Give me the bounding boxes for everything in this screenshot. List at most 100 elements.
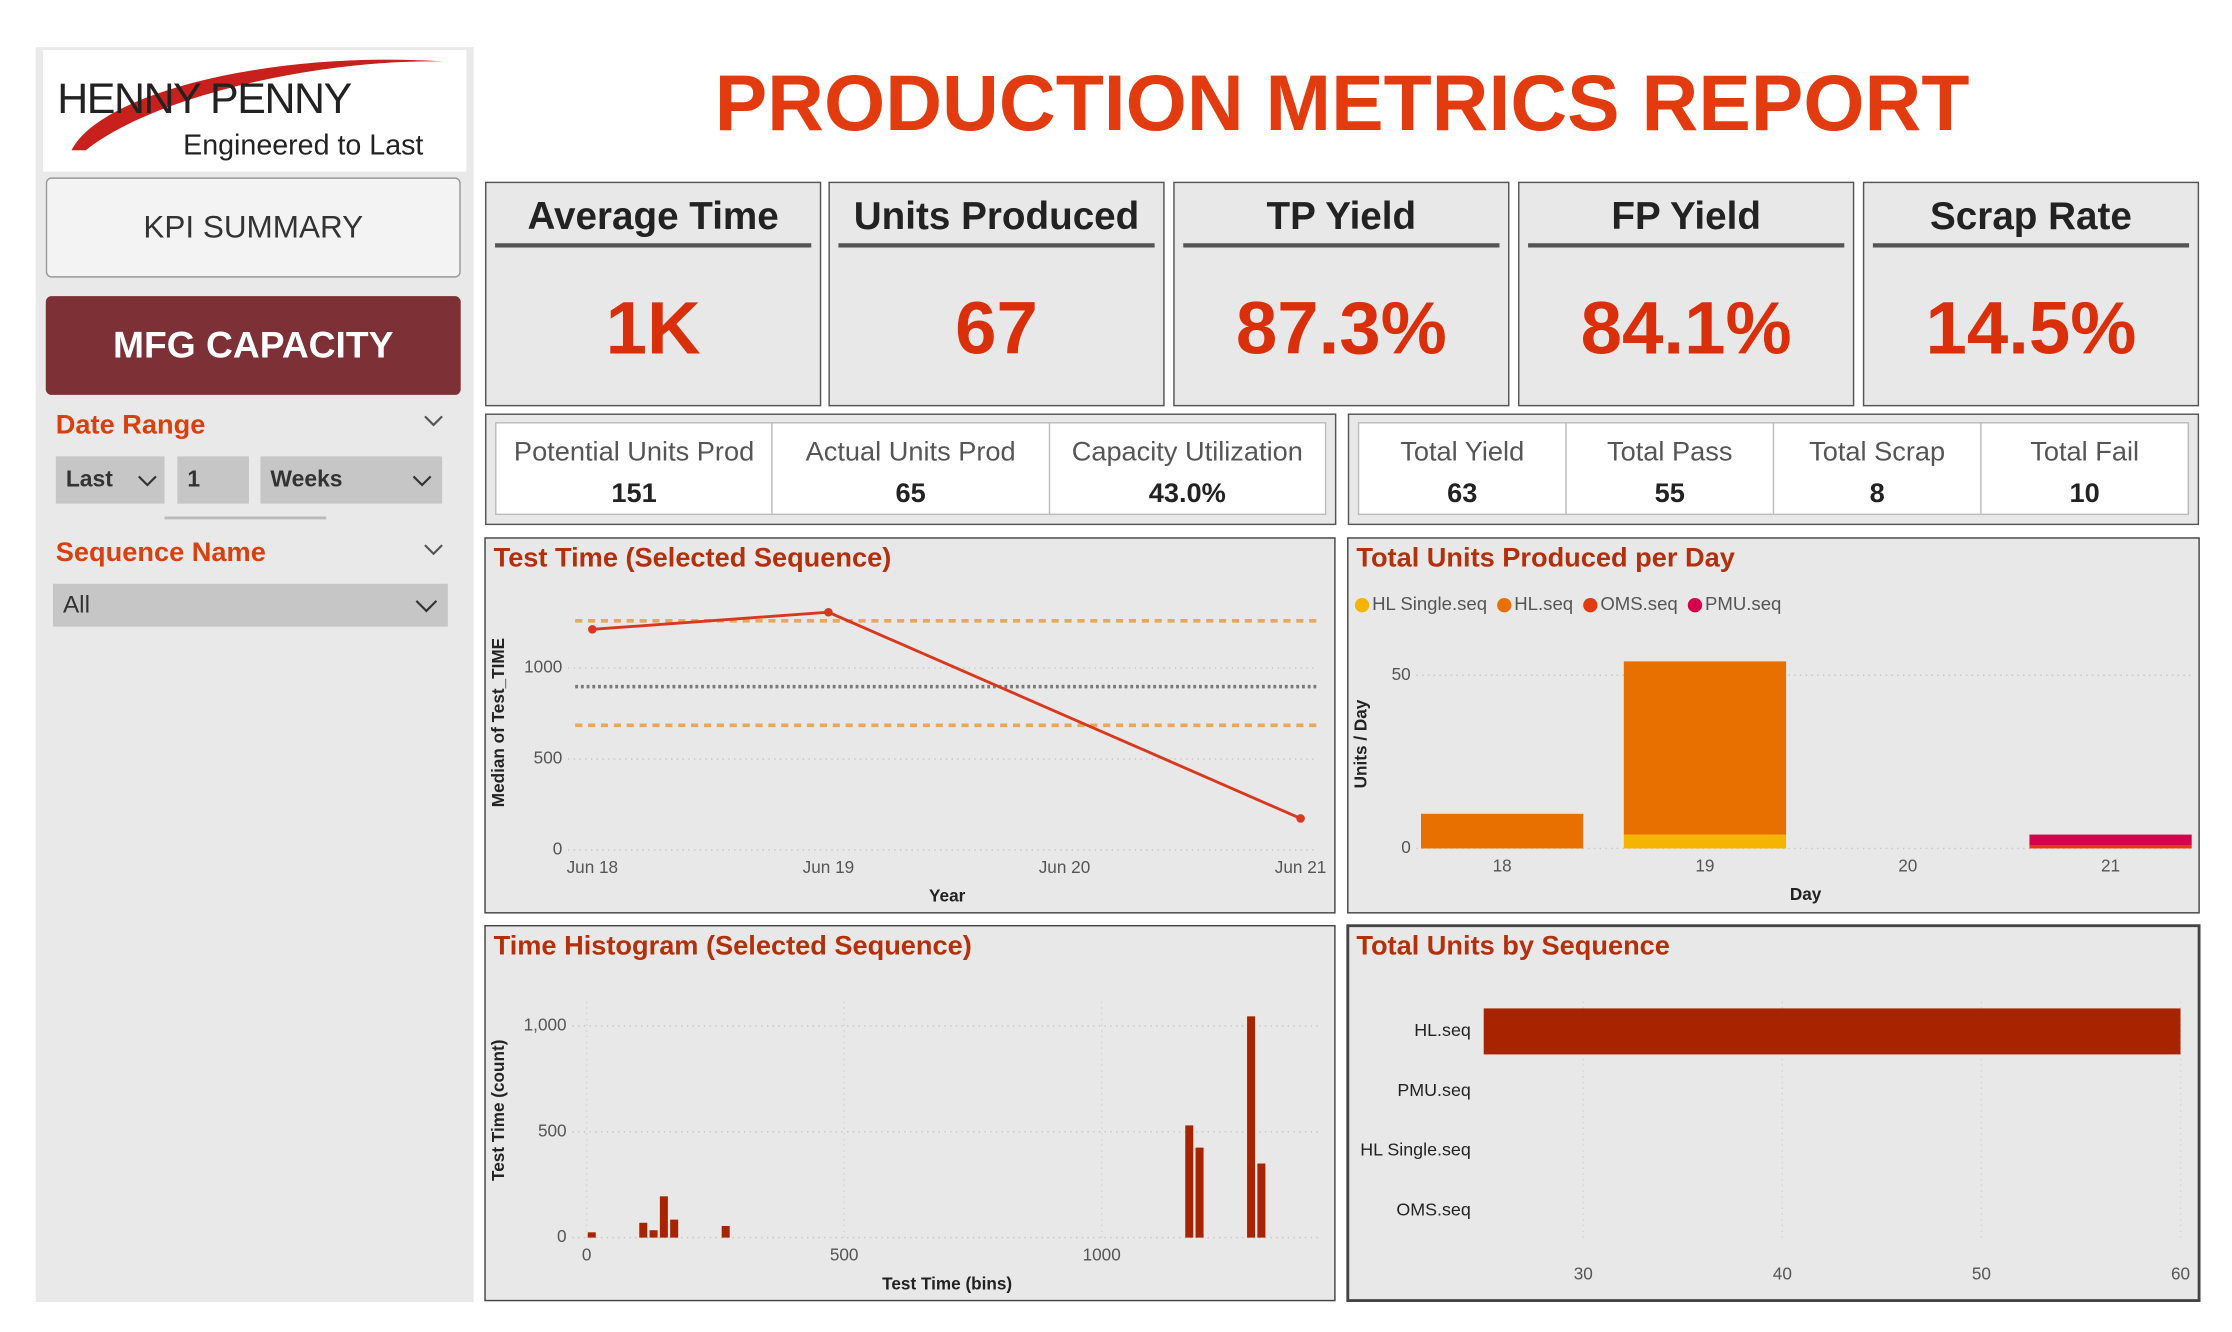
chart-title: Time Histogram (Selected Sequence) <box>494 929 972 960</box>
dropdown-value: Weeks <box>270 467 343 492</box>
metric-label: Actual Units Prod <box>805 437 1016 468</box>
histogram-bar <box>670 1219 679 1238</box>
histogram-bar <box>1247 1016 1256 1238</box>
y-tick-label: 500 <box>538 1120 567 1140</box>
dropdown[interactable]: Weeks <box>260 456 443 504</box>
kpi-value: 84.1% <box>1580 287 1792 371</box>
yield-box: Total Yield 63 Total Pass 55 Total Scrap 8 Tot… <box>1347 413 2200 526</box>
metric-label: Potential Units Prod <box>513 437 755 468</box>
logo-text: HENNY PENNY <box>57 75 352 124</box>
bar-segment <box>1421 813 1584 849</box>
y-tick-label: HL.seq <box>1414 1020 1471 1040</box>
filter-label: Date Range <box>55 410 206 441</box>
nav-button[interactable]: MFG CAPACITY <box>45 296 461 395</box>
metric-cell: Capacity Utilization 43.0% <box>1048 423 1325 514</box>
line-point <box>1296 814 1305 823</box>
kpi-value: 14.5% <box>1925 287 2137 371</box>
y-tick-label: 0 <box>553 838 563 858</box>
y-tick-label: PMU.seq <box>1397 1080 1471 1100</box>
kpi-value: 1K <box>605 287 701 371</box>
x-tick-label: 21 <box>2101 856 2120 876</box>
kpi-label: Units Produced <box>838 189 1155 248</box>
collapse-icon[interactable] <box>424 542 444 556</box>
x-tick-label: 30 <box>1574 1263 1593 1283</box>
y-tick-label: HL Single.seq <box>1360 1140 1471 1160</box>
logo-swoosh <box>71 59 444 151</box>
legend-label: OMS.seq <box>1600 593 1677 614</box>
y-axis-title: Test Time (count) <box>488 1040 508 1181</box>
metric-label: Total Pass <box>1606 437 1733 468</box>
bar-segment <box>2029 834 2192 845</box>
histogram-bar <box>1195 1147 1204 1238</box>
dropdown-value: Last <box>65 467 113 492</box>
legend-label: PMU.seq <box>1705 593 1781 614</box>
x-tick-label: 18 <box>1493 856 1512 876</box>
y-axis-title: Units / Day <box>1351 699 1371 788</box>
histogram-bar <box>639 1222 648 1238</box>
kpi-value: 67 <box>955 287 1038 371</box>
y-axis-title: Median of Test_TIME <box>488 638 508 807</box>
dropdown[interactable]: Last <box>55 456 165 504</box>
bar <box>1483 1008 2181 1055</box>
legend-marker <box>1583 598 1598 613</box>
line-point <box>824 607 833 617</box>
filter-label: Sequence Name <box>55 537 266 569</box>
x-tick-label: Jun 20 <box>1039 857 1091 877</box>
metric-value: 10 <box>2069 479 2100 510</box>
chart-panel <box>1346 924 2201 1302</box>
kpi-card: TP Yield 87.3% <box>1173 181 1510 407</box>
logo: HENNY PENNY Engineered to Last <box>42 50 467 172</box>
chart-title: Total Units Produced per Day <box>1356 542 1734 573</box>
legend-label: HL Single.seq <box>1372 593 1487 614</box>
x-tick-label: Jun 18 <box>567 857 619 877</box>
x-tick-label: 19 <box>1695 856 1714 876</box>
kpi-card: Scrap Rate 14.5% <box>1862 181 2200 407</box>
kpi-label: FP Yield <box>1528 189 1845 248</box>
metric-label: Total Yield <box>1400 437 1525 468</box>
chevron <box>138 475 157 487</box>
input[interactable]: 1 <box>177 456 249 504</box>
nav-button[interactable]: KPI SUMMARY <box>45 177 461 278</box>
dropdown[interactable]: All <box>52 583 448 627</box>
bar-segment <box>1623 834 1787 849</box>
x-axis-title: Test Time (bins) <box>882 1273 1012 1293</box>
legend-marker <box>1497 598 1512 613</box>
x-axis-title: Day <box>1790 884 1822 904</box>
legend-marker <box>1354 598 1370 613</box>
metric-label: Capacity Utilization <box>1071 437 1303 468</box>
chart-title: Test Time (Selected Sequence) <box>494 542 892 573</box>
x-tick-label: 60 <box>2171 1263 2190 1283</box>
metric-cell: Potential Units Prod 151 <box>496 424 771 514</box>
metric-value: 63 <box>1447 479 1478 510</box>
x-tick-label: 20 <box>1898 856 1917 876</box>
bar-segment <box>2029 844 2192 849</box>
x-tick-label: Jun 19 <box>803 857 855 877</box>
y-tick-label: 500 <box>534 748 563 768</box>
report-title: PRODUCTION METRICS REPORT <box>714 58 1970 148</box>
dropdown-value: All <box>62 590 91 619</box>
logo-tagline: Engineered to Last <box>183 130 424 162</box>
metric-cell: Actual Units Prod 65 <box>771 423 1049 514</box>
kpi-value: 87.3% <box>1235 287 1447 371</box>
y-tick-label: OMS.seq <box>1396 1199 1471 1219</box>
metric-value: 43.0% <box>1148 479 1226 510</box>
chart-panel <box>484 924 1336 1302</box>
input-value: 1 <box>187 467 201 492</box>
chevron <box>412 475 432 487</box>
kpi-card: FP Yield 84.1% <box>1518 181 1855 407</box>
metric-cell: Total Pass 55 <box>1565 423 1772 514</box>
metric-cell: Total Yield 63 <box>1359 424 1565 514</box>
metric-label: Total Fail <box>2030 437 2140 468</box>
kpi-label: Scrap Rate <box>1872 189 2190 248</box>
x-tick-label: 500 <box>830 1245 859 1265</box>
metric-cell: Total Fail 10 <box>1980 423 2187 514</box>
histogram-bar <box>721 1225 730 1238</box>
capacity-box: Potential Units Prod 151 Actual Units Prod… <box>485 413 1337 526</box>
metric-cell: Total Scrap 8 <box>1772 423 1980 514</box>
histogram-bar <box>1257 1163 1266 1238</box>
collapse-icon[interactable] <box>424 413 444 427</box>
metric-value: 55 <box>1654 479 1685 510</box>
